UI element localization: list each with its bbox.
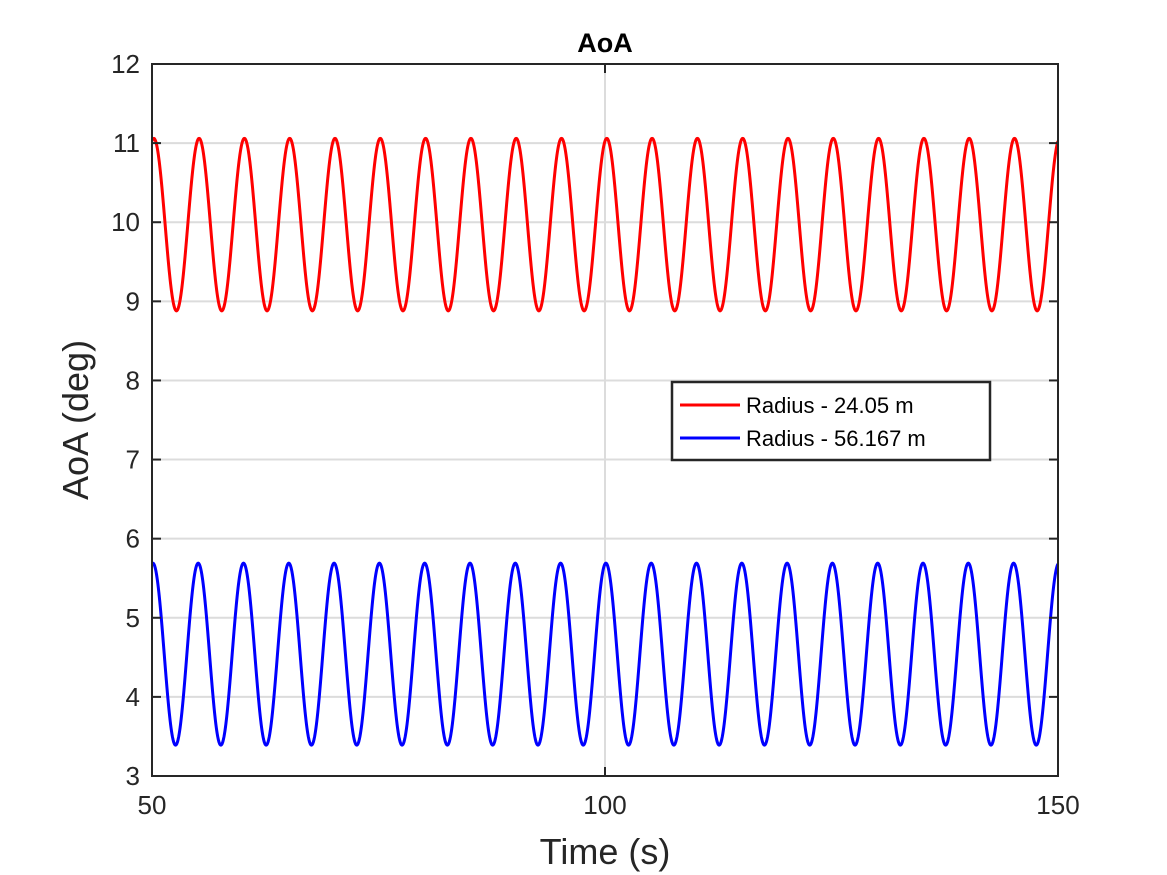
y-tick-label: 3 [126,761,140,791]
x-tick-label: 100 [583,790,626,820]
legend: Radius - 24.05 m Radius - 56.167 m [670,380,992,462]
series-line-radius-24 [152,136,1058,313]
y-tick-label: 11 [113,128,140,158]
y-tick-label: 12 [111,49,140,79]
y-tick-label: 9 [126,286,140,316]
legend-label-radius-56: Radius - 56.167 m [746,426,926,451]
axis-ticks [151,63,1059,777]
x-tick-label: 50 [138,790,167,820]
y-axis-label: AoA (deg) [55,340,96,500]
series-group [152,136,1058,747]
y-tick-label: 8 [126,365,140,395]
tick-labels: 3 4 5 6 7 8 9 10 11 12 50 100 150 [111,49,1080,820]
legend-box [670,380,992,462]
series-line-radius-56 [152,561,1058,747]
legend-label-radius-24: Radius - 24.05 m [746,393,914,418]
y-tick-label: 6 [126,524,140,554]
y-tick-label: 5 [126,603,140,633]
x-axis-label: Time (s) [540,831,671,872]
y-tick-label: 7 [126,445,140,475]
chart-title: AoA [577,28,633,58]
y-tick-label: 10 [111,207,140,237]
plot-area [152,136,1058,747]
y-tick-label: 4 [126,682,140,712]
x-tick-label: 150 [1036,790,1079,820]
